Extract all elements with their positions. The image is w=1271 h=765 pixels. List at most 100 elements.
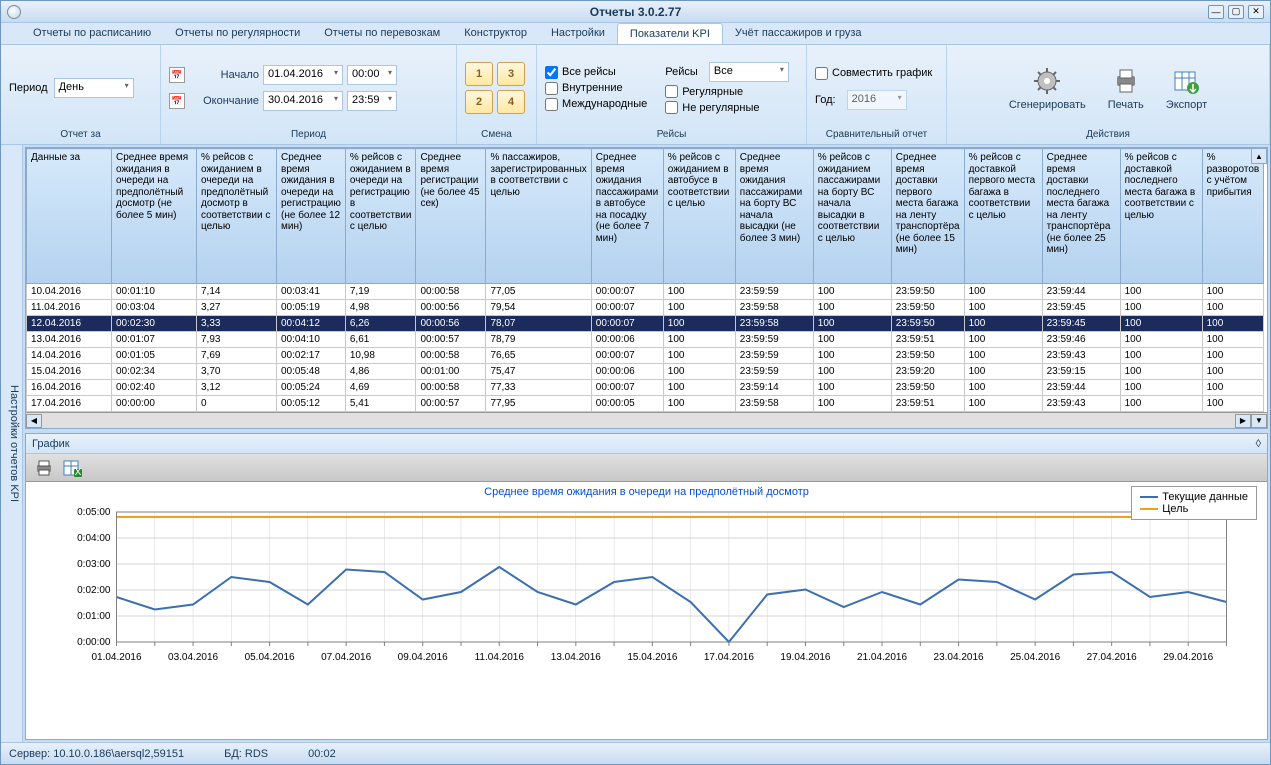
scroll-left-button[interactable]: ◀ <box>26 414 42 428</box>
period-label: Период <box>9 82 48 94</box>
tab-1[interactable]: Отчеты по регулярности <box>163 23 312 44</box>
calendar-start-icon[interactable]: 📅 <box>169 67 185 83</box>
flights-combo[interactable]: Все <box>709 62 789 82</box>
column-header[interactable]: Среднее время ожидания пассажирами на бо… <box>735 149 813 284</box>
generate-button[interactable]: Сгенерировать <box>1001 61 1094 115</box>
end-date-input[interactable]: 30.04.2016 <box>263 91 343 111</box>
svg-text:21.04.2016: 21.04.2016 <box>857 652 907 663</box>
column-header[interactable]: Среднее время регистрации (не более 45 с… <box>416 149 486 284</box>
maximize-button[interactable]: ▢ <box>1228 5 1244 19</box>
column-header[interactable]: % рейсов с ожиданием пассажирами на борт… <box>813 149 891 284</box>
column-header[interactable]: Среднее время доставки последнего места … <box>1042 149 1120 284</box>
table-row[interactable]: 12.04.201600:02:303,3300:04:126,2600:00:… <box>27 316 1264 332</box>
tab-4[interactable]: Настройки <box>539 23 617 44</box>
svg-text:0:02:00: 0:02:00 <box>77 585 111 596</box>
tab-5[interactable]: Показатели KPI <box>617 23 723 44</box>
svg-text:03.04.2016: 03.04.2016 <box>168 652 218 663</box>
year-label: Год: <box>815 94 836 106</box>
print-button[interactable]: Печать <box>1100 61 1152 115</box>
pin-icon[interactable]: ◊ <box>1256 438 1261 450</box>
column-header[interactable]: % рейсов с доставкой последнего места ба… <box>1120 149 1202 284</box>
column-header[interactable]: % разворотов с учётом прибытия <box>1202 149 1264 284</box>
table-row[interactable]: 11.04.201600:03:043,2700:05:194,9800:00:… <box>27 300 1264 316</box>
export-button[interactable]: Экспорт <box>1158 61 1215 115</box>
svg-text:15.04.2016: 15.04.2016 <box>627 652 677 663</box>
group-label-compare: Сравнительный отчет <box>815 127 938 140</box>
status-server: Сервер: 10.10.0.186\aersql2,59151 <box>9 748 184 760</box>
minimize-button[interactable]: — <box>1208 5 1224 19</box>
check-nonregular[interactable]: Не регулярные <box>665 101 789 114</box>
sidebar-tab-kpi-settings[interactable]: Настройки отчетов KPI <box>1 145 23 742</box>
start-time-input[interactable]: 00:00 <box>347 65 397 85</box>
scroll-down-button[interactable]: ▼ <box>1251 414 1267 428</box>
column-header[interactable]: % рейсов с ожиданием в автобусе в соотве… <box>663 149 735 284</box>
titlebar: Отчеты 3.0.2.77 — ▢ ✕ <box>1 1 1270 23</box>
tab-2[interactable]: Отчеты по перевозкам <box>312 23 452 44</box>
check-regular[interactable]: Регулярные <box>665 85 789 98</box>
chart-svg: 0:00:000:01:000:02:000:03:000:04:000:05:… <box>26 502 1267 682</box>
column-header[interactable]: % рейсов с ожиданием в очереди на регист… <box>345 149 416 284</box>
svg-text:25.04.2016: 25.04.2016 <box>1010 652 1060 663</box>
group-label-shift: Смена <box>465 127 528 140</box>
svg-text:13.04.2016: 13.04.2016 <box>551 652 601 663</box>
calendar-end-icon[interactable]: 📅 <box>169 93 185 109</box>
shift-button-4[interactable]: 4 <box>497 90 525 114</box>
tab-0[interactable]: Отчеты по расписанию <box>21 23 163 44</box>
table-row[interactable]: 13.04.201600:01:077,9300:04:106,6100:00:… <box>27 332 1264 348</box>
export-icon <box>1170 65 1202 97</box>
check-domestic[interactable]: Внутренние <box>545 82 647 95</box>
svg-text:19.04.2016: 19.04.2016 <box>780 652 830 663</box>
column-header[interactable]: Среднее время ожидания в очереди на пред… <box>112 149 197 284</box>
table-row[interactable]: 15.04.201600:02:343,7000:05:484,8600:01:… <box>27 364 1264 380</box>
column-header[interactable]: Данные за <box>27 149 112 284</box>
chart-export-excel-button[interactable]: X <box>60 457 84 479</box>
check-combine-chart[interactable]: Совместить график <box>815 67 932 80</box>
column-header[interactable]: % рейсов с ожиданием в очереди на предпо… <box>197 149 277 284</box>
check-all-flights[interactable]: Все рейсы <box>545 66 647 79</box>
close-button[interactable]: ✕ <box>1248 5 1264 19</box>
table-row[interactable]: 10.04.201600:01:107,1400:03:417,1900:00:… <box>27 284 1264 300</box>
svg-text:11.04.2016: 11.04.2016 <box>475 652 525 663</box>
end-label: Окончание <box>189 95 259 107</box>
shift-button-1[interactable]: 1 <box>465 62 493 86</box>
svg-text:0:03:00: 0:03:00 <box>77 559 111 570</box>
chart-legend: Текущие данные Цель <box>1131 486 1257 520</box>
tab-3[interactable]: Конструктор <box>452 23 539 44</box>
svg-text:0:05:00: 0:05:00 <box>77 507 111 518</box>
table-row[interactable]: 16.04.201600:02:403,1200:05:244,6900:00:… <box>27 380 1264 396</box>
data-grid: Данные заСреднее время ожидания в очеред… <box>25 147 1268 429</box>
column-header[interactable]: Среднее время ожидания в очереди на реги… <box>277 149 346 284</box>
svg-text:27.04.2016: 27.04.2016 <box>1087 652 1137 663</box>
status-db: БД: RDS <box>224 748 268 760</box>
period-combo[interactable]: День <box>54 78 134 98</box>
svg-text:01.04.2016: 01.04.2016 <box>91 652 141 663</box>
svg-text:07.04.2016: 07.04.2016 <box>321 652 371 663</box>
column-header[interactable]: Среднее время ожидания пассажирами в авт… <box>591 149 663 284</box>
column-header[interactable]: % пассажиров, зарегистрированных в соотв… <box>486 149 591 284</box>
tab-6[interactable]: Учёт пассажиров и груза <box>723 23 874 44</box>
check-international[interactable]: Международные <box>545 98 647 111</box>
printer-icon <box>1110 65 1142 97</box>
column-header[interactable]: Среднее время доставки первого места баг… <box>891 149 964 284</box>
svg-text:09.04.2016: 09.04.2016 <box>398 652 448 663</box>
scroll-up-button[interactable]: ▲ <box>1251 148 1267 164</box>
status-time: 00:02 <box>308 748 336 760</box>
group-label-flights: Рейсы <box>545 127 798 140</box>
tabstrip: Отчеты по расписаниюОтчеты по регулярнос… <box>1 23 1270 45</box>
chart-title: Среднее время ожидания в очереди на пред… <box>26 482 1267 502</box>
svg-text:0:04:00: 0:04:00 <box>77 533 111 544</box>
end-time-input[interactable]: 23:59 <box>347 91 397 111</box>
group-label-actions: Действия <box>955 127 1261 140</box>
chart-print-button[interactable] <box>32 457 56 479</box>
year-combo[interactable]: 2016 <box>847 90 907 110</box>
ribbon: Период День Отчет за 📅 Начало 01.04.2016… <box>1 45 1270 145</box>
shift-button-3[interactable]: 3 <box>497 62 525 86</box>
window-title: Отчеты 3.0.2.77 <box>590 5 682 19</box>
column-header[interactable]: % рейсов с доставкой первого места багаж… <box>964 149 1042 284</box>
table-row[interactable]: 14.04.201600:01:057,6900:02:1710,9800:00… <box>27 348 1264 364</box>
svg-text:29.04.2016: 29.04.2016 <box>1163 652 1213 663</box>
start-date-input[interactable]: 01.04.2016 <box>263 65 343 85</box>
shift-button-2[interactable]: 2 <box>465 90 493 114</box>
scroll-right-button[interactable]: ▶ <box>1235 414 1251 428</box>
table-row[interactable]: 17.04.201600:00:00000:05:125,4100:00:577… <box>27 396 1264 412</box>
